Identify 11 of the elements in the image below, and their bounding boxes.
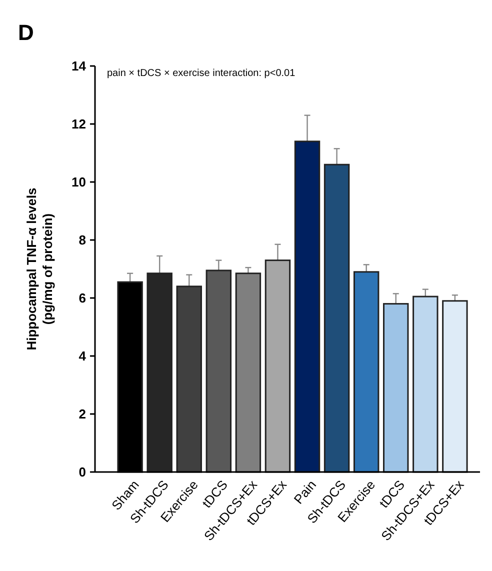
chart-title: D [18,20,34,45]
y-tick-label: 4 [78,348,87,364]
y-tick-label: 10 [72,174,86,190]
y-axis-title: Hippocampal TNF-α levels (pg/mg of protein) [24,188,55,350]
annotation: pain × tDCS × exercise interaction: p<0.01 [107,68,296,79]
y-tick-label: 0 [78,464,86,480]
y-tick-label: 6 [78,290,86,306]
y-tick-label: 12 [72,116,86,132]
y-tick-label: 2 [78,406,86,422]
y-tick-label: 14 [72,58,87,74]
y-tick-label: 8 [78,232,86,248]
